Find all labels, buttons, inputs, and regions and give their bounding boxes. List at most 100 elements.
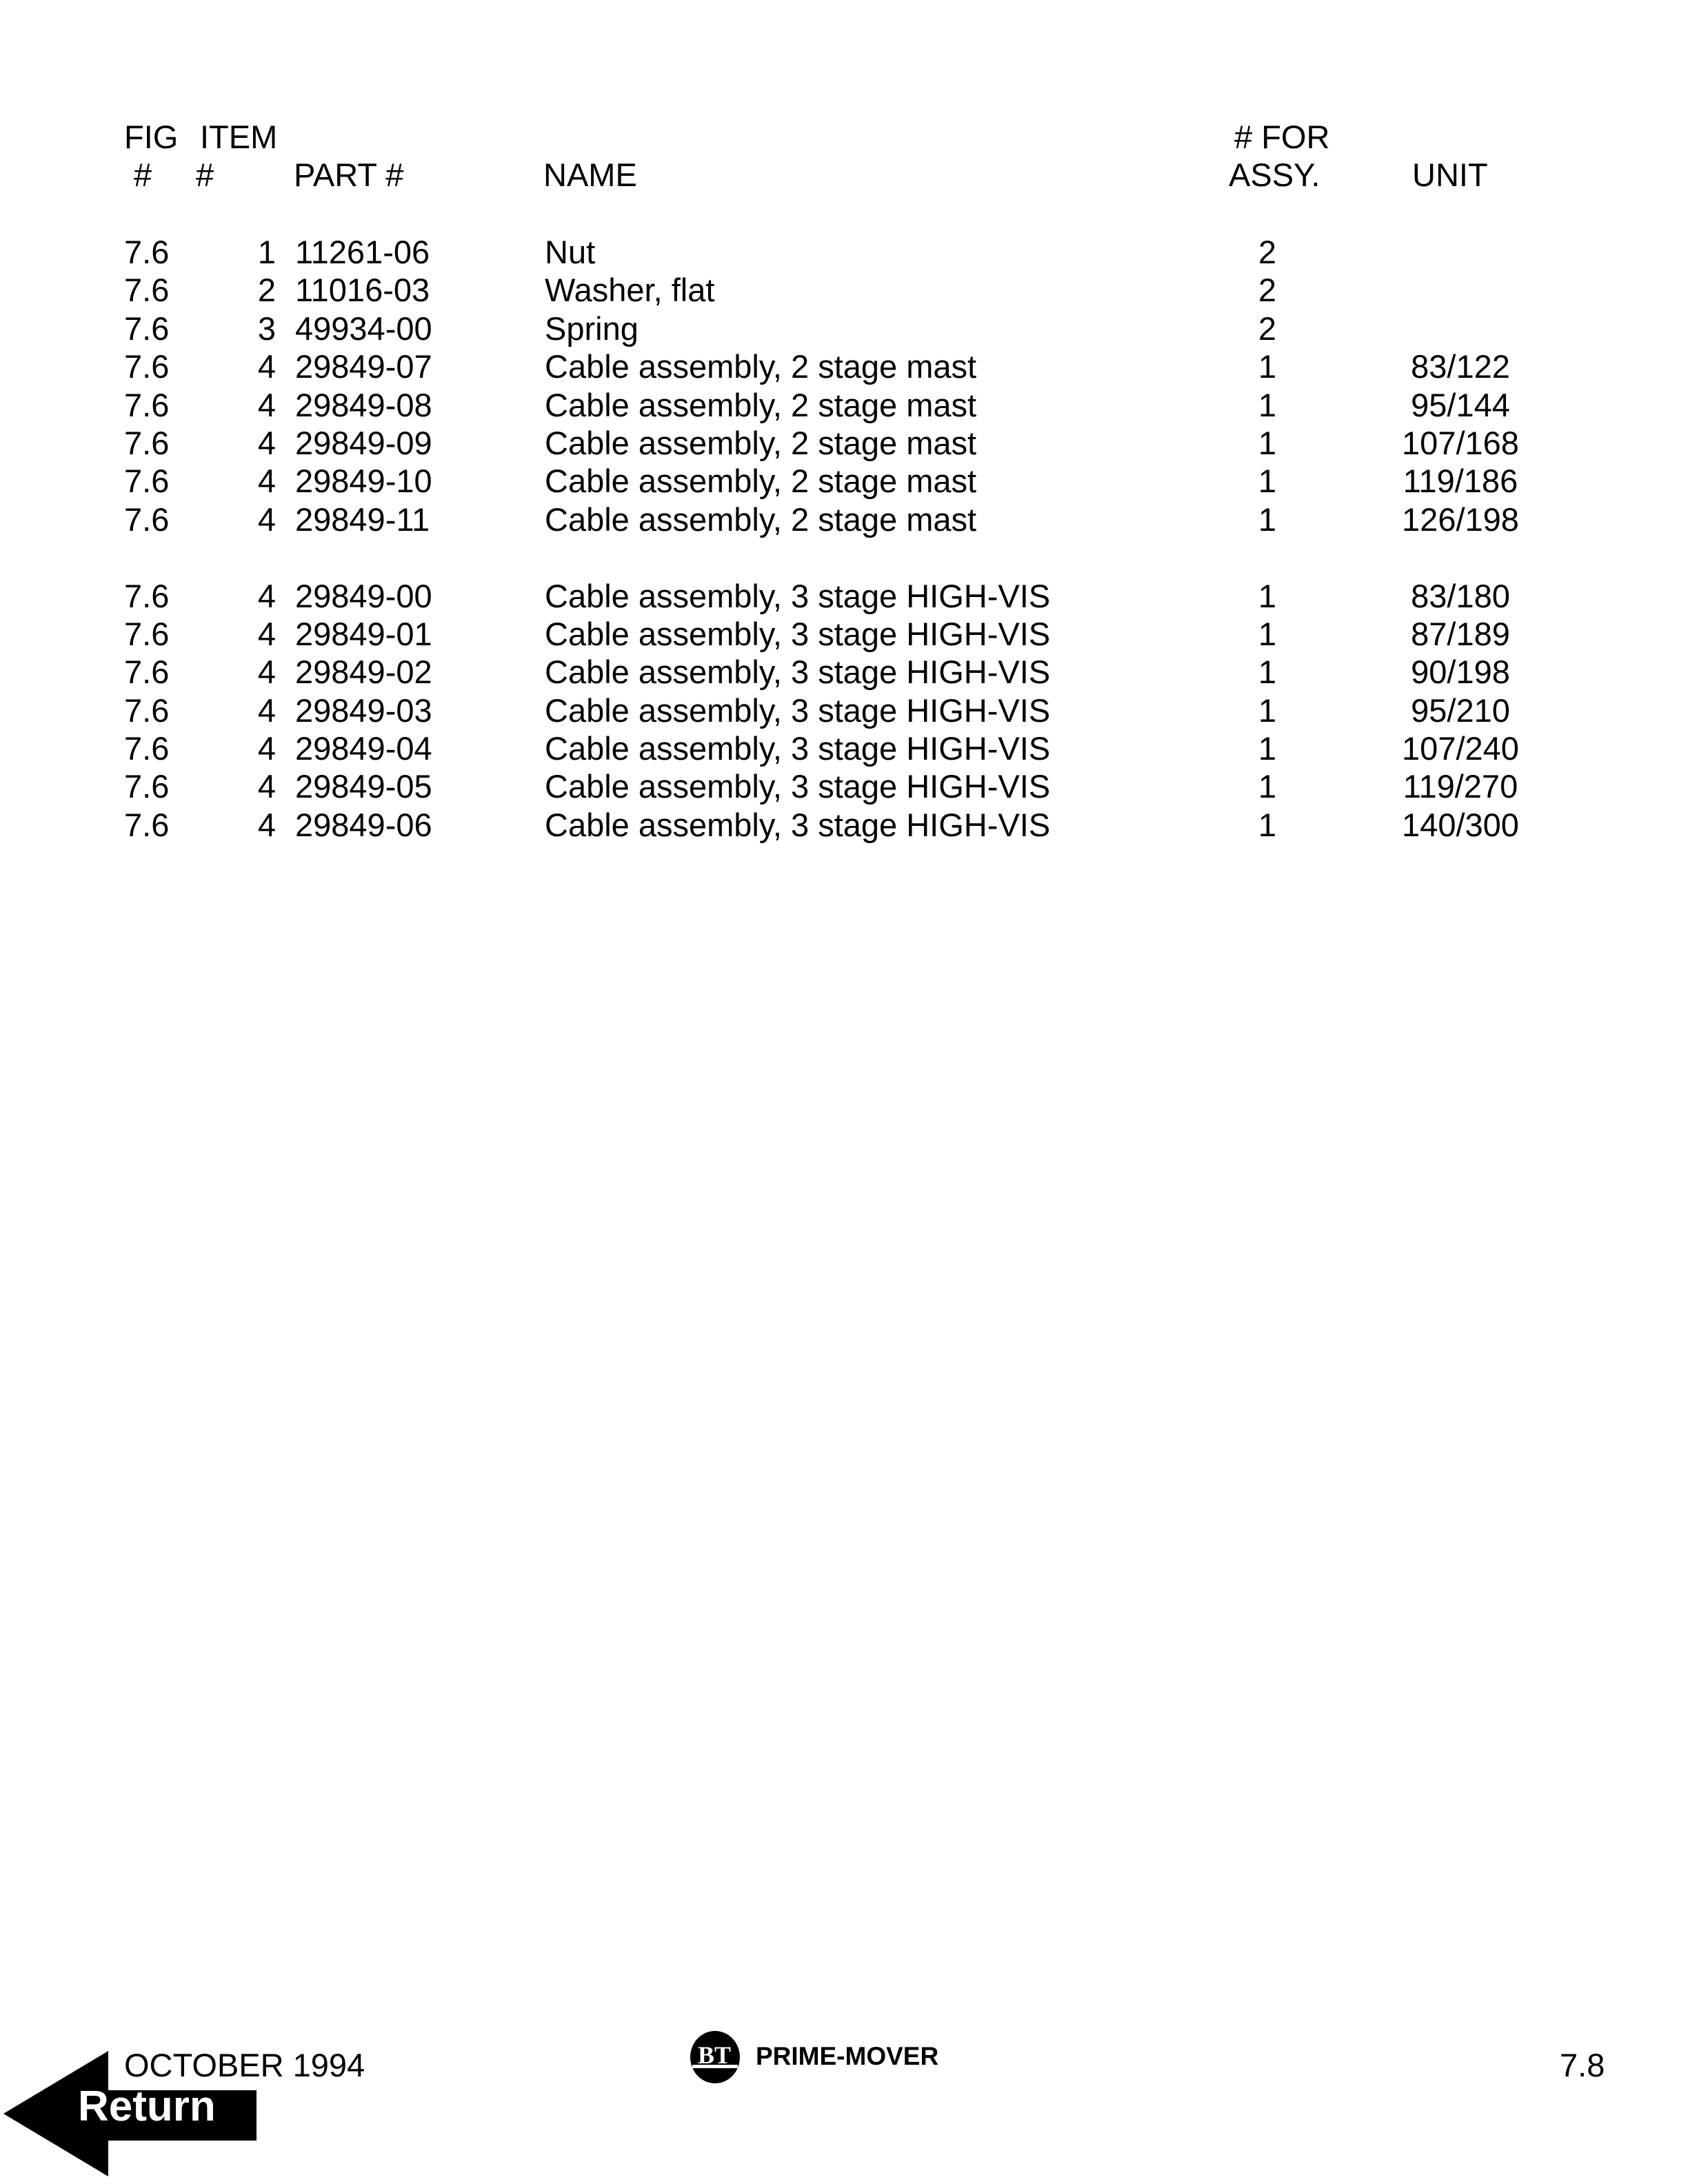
cell-unit: 119/186	[1403, 463, 1518, 500]
table-row: 7.6 4 29849-03 Cable assembly, 3 stage HIGH…	[0, 691, 1688, 729]
cell-fig: 7.6	[124, 310, 170, 347]
cell-name: Cable assembly, 3 stage HIGH-VIS	[545, 615, 1051, 652]
cell-name: Cable assembly, 2 stage mast	[545, 348, 977, 385]
cell-part: 29849-02	[295, 654, 432, 691]
table-row: 7.6 4 29849-11 Cable assembly, 2 stage mast…	[0, 501, 1688, 538]
return-label: Return	[78, 2083, 216, 2130]
cell-item: 4	[257, 501, 276, 538]
cell-item: 4	[257, 577, 276, 614]
cell-name: Cable assembly, 2 stage mast	[545, 501, 977, 538]
cell-unit: 83/180	[1411, 577, 1510, 614]
table-row: 7.6 4 29849-04 Cable assembly, 3 stage HIGH…	[0, 729, 1688, 767]
cell-item: 4	[257, 768, 276, 805]
header-fig-hash: #	[134, 156, 152, 193]
cell-qty: 1	[1258, 730, 1277, 767]
cell-part: 29849-09	[295, 424, 432, 461]
cell-part: 11261-06	[295, 234, 430, 270]
header-assy: ASSY.	[1229, 156, 1320, 193]
table-row: 7.6 2 11016-03 Washer, flat 2	[0, 271, 1688, 309]
cell-fig: 7.6	[124, 234, 170, 270]
cell-item: 4	[257, 386, 276, 423]
cell-item: 4	[257, 654, 276, 691]
cell-qty: 1	[1258, 615, 1277, 652]
cell-item: 3	[257, 310, 276, 347]
cell-unit: 107/168	[1402, 424, 1519, 461]
header-item: ITEM	[200, 119, 278, 155]
cell-item: 4	[257, 348, 276, 385]
cell-name: Cable assembly, 3 stage HIGH-VIS	[545, 691, 1051, 729]
header-qty: # FOR	[1234, 119, 1330, 155]
left-arrow-icon	[3, 2051, 257, 2176]
cell-name: Cable assembly, 3 stage HIGH-VIS	[545, 730, 1051, 767]
cell-name: Cable assembly, 2 stage mast	[545, 424, 977, 461]
cell-item: 4	[257, 424, 276, 461]
cell-qty: 1	[1258, 386, 1277, 423]
cell-name: Cable assembly, 2 stage mast	[545, 386, 977, 423]
cell-qty: 1	[1258, 348, 1277, 385]
cell-item: 1	[257, 234, 276, 270]
cell-item: 4	[257, 730, 276, 767]
cell-unit: 95/144	[1411, 386, 1510, 423]
footer-date: OCTOBER 1994	[124, 2047, 365, 2083]
cell-qty: 1	[1258, 654, 1277, 691]
table-row: 7.6 4 29849-08 Cable assembly, 2 stage mast…	[0, 386, 1688, 424]
cell-unit: 140/300	[1402, 806, 1519, 843]
cell-qty: 1	[1258, 806, 1277, 843]
cell-fig: 7.6	[124, 463, 170, 500]
table-row: 7.6 4 29849-09 Cable assembly, 2 stage mast…	[0, 424, 1688, 462]
cell-name: Spring	[545, 310, 639, 347]
cell-qty: 1	[1258, 691, 1277, 729]
cell-part: 29849-10	[295, 463, 432, 500]
cell-qty: 2	[1258, 310, 1277, 347]
cell-fig: 7.6	[124, 272, 170, 309]
cell-qty: 1	[1258, 424, 1277, 461]
header-part: PART #	[294, 156, 404, 193]
header-fig: FIG	[124, 119, 179, 155]
cell-fig: 7.6	[124, 768, 170, 805]
cell-qty: 1	[1258, 577, 1277, 614]
cell-part: 29849-06	[295, 806, 432, 843]
cell-unit: 95/210	[1411, 691, 1510, 729]
table-row: 7.6 4 29849-02 Cable assembly, 3 stage HIGH…	[0, 653, 1688, 691]
cell-part: 29849-01	[295, 615, 432, 652]
cell-item: 4	[257, 463, 276, 500]
brand-text: PRIME-MOVER	[756, 2042, 938, 2070]
cell-part: 29849-04	[295, 730, 432, 767]
cell-fig: 7.6	[124, 424, 170, 461]
cell-qty: 2	[1258, 272, 1277, 309]
cell-unit: 90/198	[1411, 654, 1510, 691]
cell-fig: 7.6	[124, 615, 170, 652]
cell-qty: 2	[1258, 234, 1277, 270]
cell-fig: 7.6	[124, 348, 170, 385]
table-row: 7.6 4 29849-06 Cable assembly, 3 stage HIGH…	[0, 806, 1688, 844]
table-row: 7.6 4 29849-07 Cable assembly, 2 stage mast…	[0, 347, 1688, 385]
cell-part: 29849-05	[295, 768, 432, 805]
return-button[interactable]: Return	[3, 2051, 259, 2176]
cell-unit: 119/270	[1403, 768, 1518, 805]
cell-qty: 1	[1258, 463, 1277, 500]
cell-qty: 1	[1258, 768, 1277, 805]
cell-item: 4	[257, 806, 276, 843]
cell-part: 29849-07	[295, 348, 432, 385]
cell-part: 11016-03	[295, 272, 430, 309]
cell-item: 2	[257, 272, 276, 309]
cell-qty: 1	[1258, 501, 1277, 538]
table-row: 7.6 3 49934-00 Spring 2	[0, 310, 1688, 347]
cell-unit: 87/189	[1411, 615, 1510, 652]
cell-name: Cable assembly, 3 stage HIGH-VIS	[545, 806, 1051, 843]
table-row: 7.6 4 29849-10 Cable assembly, 2 stage mast…	[0, 462, 1688, 500]
cell-unit: 107/240	[1402, 730, 1519, 767]
cell-name: Cable assembly, 3 stage HIGH-VIS	[545, 654, 1051, 691]
cell-name: Nut	[545, 234, 596, 270]
parts-list: 7.6 1 11261-06 Nut 2 7.6 2 11016-03 Washer, flat…	[0, 233, 1688, 844]
cell-fig: 7.6	[124, 691, 170, 729]
table-row: 7.6 4 29849-05 Cable assembly, 3 stage HIGH…	[0, 767, 1688, 805]
table-row: 7.6 4 29849-00 Cable assembly, 3 stage HIGH…	[0, 577, 1688, 615]
header-name: NAME	[543, 156, 637, 193]
cell-name: Cable assembly, 3 stage HIGH-VIS	[545, 768, 1051, 805]
cell-name: Washer, flat	[545, 272, 715, 309]
table-row: 7.6 1 11261-06 Nut 2	[0, 233, 1688, 271]
page-number: 7.8	[1560, 2047, 1605, 2083]
cell-unit: 83/122	[1411, 348, 1510, 385]
table-row: 7.6 4 29849-01 Cable assembly, 3 stage HIGH…	[0, 615, 1688, 653]
